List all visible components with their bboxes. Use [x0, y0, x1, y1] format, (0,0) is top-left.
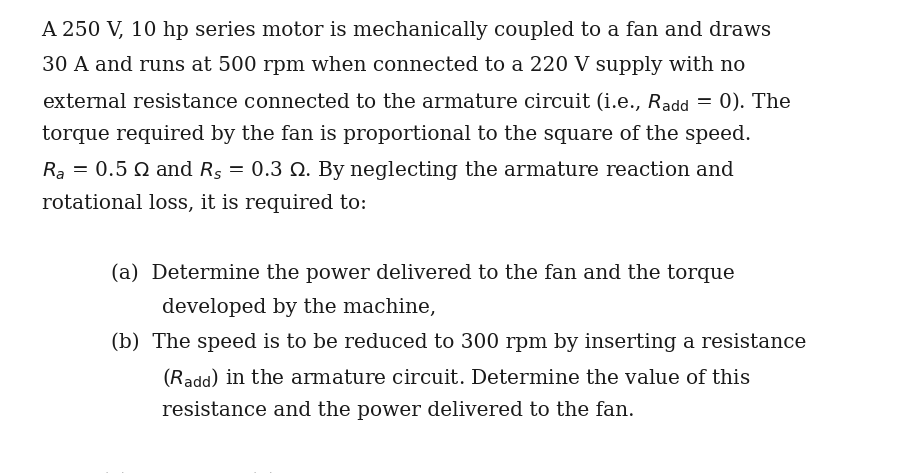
Text: rotational loss, it is required to:: rotational loss, it is required to: — [42, 194, 367, 213]
Text: [Ans: (a) 129.5 Nm, (b) 10.9 $\Omega$, 1464.5 W]: [Ans: (a) 129.5 Nm, (b) 10.9 $\Omega$, 1… — [42, 470, 468, 473]
Text: $R_a$ = 0.5 $\Omega$ and $R_s$ = 0.3 $\Omega$. By neglecting the armature reacti: $R_a$ = 0.5 $\Omega$ and $R_s$ = 0.3 $\O… — [42, 159, 735, 183]
Text: (b)  The speed is to be reduced to 300 rpm by inserting a resistance: (b) The speed is to be reduced to 300 rp… — [111, 332, 807, 352]
Text: external resistance connected to the armature circuit (i.e., $R_{\mathrm{add}}$ : external resistance connected to the arm… — [42, 90, 791, 113]
Text: 30 A and runs at 500 rpm when connected to a 220 V supply with no: 30 A and runs at 500 rpm when connected … — [42, 56, 745, 75]
Text: resistance and the power delivered to the fan.: resistance and the power delivered to th… — [162, 401, 634, 420]
Text: A 250 V, 10 hp series motor is mechanically coupled to a fan and draws: A 250 V, 10 hp series motor is mechanica… — [42, 21, 772, 40]
Text: ($R_{\mathrm{add}}$) in the armature circuit. Determine the value of this: ($R_{\mathrm{add}}$) in the armature cir… — [162, 367, 750, 389]
Text: torque required by the fan is proportional to the square of the speed.: torque required by the fan is proportion… — [42, 125, 751, 144]
Text: (a)  Determine the power delivered to the fan and the torque: (a) Determine the power delivered to the… — [111, 263, 735, 283]
Text: developed by the machine,: developed by the machine, — [162, 298, 436, 316]
